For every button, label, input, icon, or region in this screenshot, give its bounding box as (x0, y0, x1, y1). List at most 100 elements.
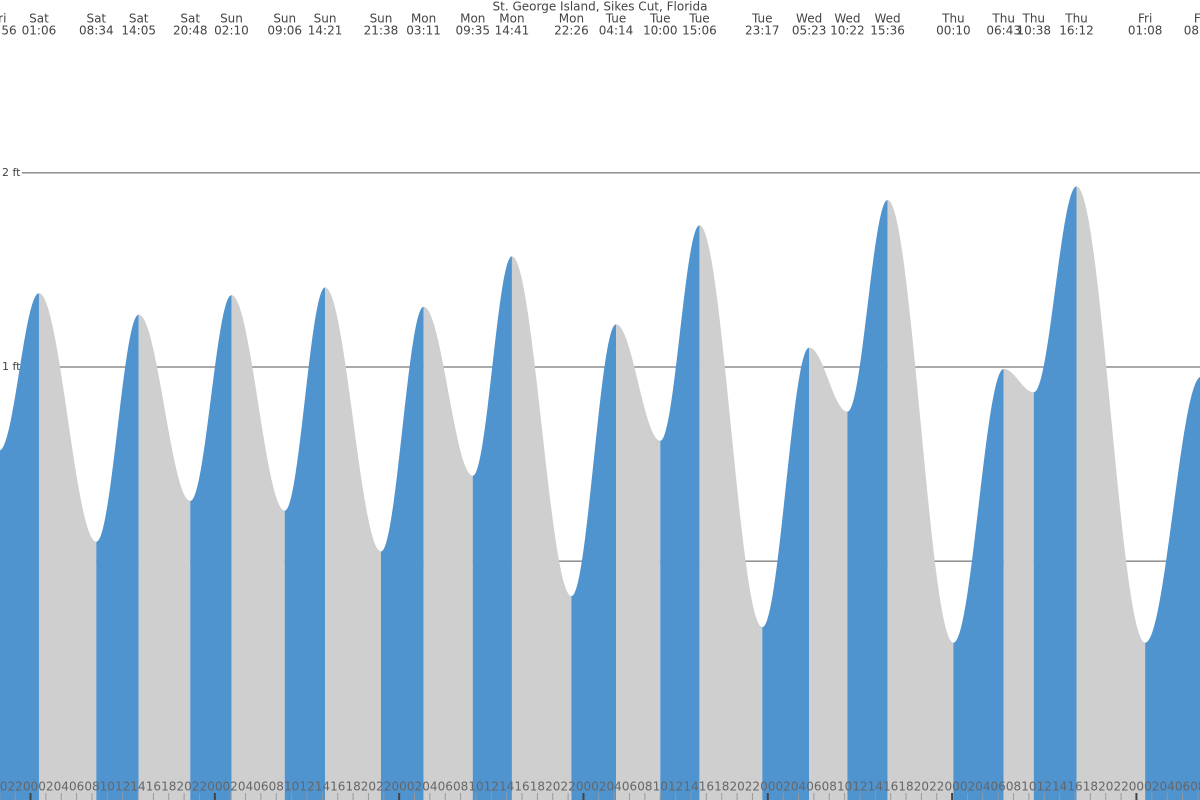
extreme-time: 00:10 (936, 24, 971, 38)
extreme-day: Thu (1064, 12, 1088, 26)
rising-segment (284, 287, 326, 800)
x-tick-label: 20 (545, 780, 560, 794)
falling-segment (231, 295, 285, 800)
falling-segment (138, 314, 191, 800)
extreme-day: Thu (991, 12, 1015, 26)
x-tick-label: 02 (776, 780, 791, 794)
extreme-time: 23:17 (745, 24, 780, 38)
extreme-day: Fri (1194, 12, 1200, 26)
x-tick-label: 14 (499, 780, 514, 794)
x-tick-label: 10 (653, 780, 668, 794)
extreme-day: Tue (649, 12, 671, 26)
x-tick-label: 12 (668, 780, 683, 794)
rising-segment (1033, 186, 1077, 800)
x-tick-label: 22 (929, 780, 944, 794)
x-tick-label: 16 (146, 780, 161, 794)
x-tick-label: 22 (376, 780, 391, 794)
rising-segment (0, 293, 39, 800)
extreme-time: 09:06 (267, 24, 302, 38)
x-tick-label: 06 (253, 780, 268, 794)
x-tick-label: 18 (1083, 780, 1098, 794)
extreme-time: 01:06 (22, 24, 57, 38)
extreme-time: 14:41 (495, 24, 530, 38)
x-tick-label: 10 (284, 780, 299, 794)
x-tick-label: 18 (161, 780, 176, 794)
extreme-day: Fri (0, 12, 6, 26)
x-tick-label: 06 (1175, 780, 1190, 794)
x-tick-label: 06 (438, 780, 453, 794)
x-tick-label: 04 (1160, 780, 1175, 794)
extreme-day: Wed (796, 12, 822, 26)
x-tick-label: 02 (960, 780, 975, 794)
falling-segment (38, 293, 97, 800)
falling-segment (699, 225, 763, 800)
rising-segment (953, 368, 1004, 800)
x-tick-label: 22 (560, 780, 575, 794)
x-tick-label: 14 (868, 780, 883, 794)
rising-segment (847, 200, 888, 800)
x-tick-label: 22 (192, 780, 207, 794)
x-tick-label: 02 (223, 780, 238, 794)
x-tick-label: 22 (745, 780, 760, 794)
x-tick-label: 12 (115, 780, 130, 794)
extreme-time: 01:08 (1128, 24, 1163, 38)
x-tick-label: 10 (1021, 780, 1036, 794)
extreme-time: 05:23 (792, 24, 827, 38)
rising-segment (1145, 377, 1200, 800)
x-tick-label: 00 (23, 780, 38, 794)
x-tick-label: 10 (468, 780, 483, 794)
extreme-day: Mon (411, 12, 436, 26)
x-tick-label: 00 (207, 780, 222, 794)
x-tick-label: 00 (1129, 780, 1144, 794)
x-tick-label: 18 (714, 780, 729, 794)
y-tick-label: 2 ft (2, 166, 21, 179)
x-tick-label: 02 (591, 780, 606, 794)
x-tick-label: 16 (1067, 780, 1082, 794)
x-tick-label: 08 (84, 780, 99, 794)
x-tick-label: 02 (1144, 780, 1159, 794)
rising-segment (571, 324, 616, 800)
extreme-day: Mon (499, 12, 524, 26)
extreme-time: 09:35 (455, 24, 490, 38)
x-tick-label: 14 (1052, 780, 1067, 794)
extreme-day: Wed (875, 12, 901, 26)
extreme-day: Thu (1022, 12, 1046, 26)
x-tick-label: 18 (530, 780, 545, 794)
rising-segment (762, 347, 810, 800)
x-tick-label: 06 (622, 780, 637, 794)
x-tick-label: 20 (176, 780, 191, 794)
falling-segment (809, 347, 848, 800)
extreme-time: 08:34 (79, 24, 114, 38)
x-tick-label: 02 (38, 780, 53, 794)
x-tick-label: 10 (837, 780, 852, 794)
extreme-time: 10:22 (830, 24, 865, 38)
x-tick-label: 18 (345, 780, 360, 794)
extreme-time: 16:12 (1059, 24, 1094, 38)
extreme-time: 02:10 (214, 24, 249, 38)
x-tick-label: 22 (1113, 780, 1128, 794)
x-tick-label: 04 (791, 780, 806, 794)
extreme-day: Sat (29, 12, 49, 26)
chart-title: St. George Island, Sikes Cut, Florida (493, 0, 708, 14)
extreme-day: Sat (86, 12, 106, 26)
extreme-day: Mon (460, 12, 485, 26)
x-tick-label: 16 (699, 780, 714, 794)
extreme-time: 10:00 (643, 24, 678, 38)
x-tick-label: 18 (898, 780, 913, 794)
x-tick-label: 08 (1190, 780, 1200, 794)
x-tick-label: 14 (315, 780, 330, 794)
y-tick-label: 1 ft (2, 360, 21, 373)
x-tick-label: 14 (683, 780, 698, 794)
extreme-time: 20:48 (173, 24, 208, 38)
extreme-time: 19:56 (0, 24, 17, 38)
rising-segment (660, 225, 700, 800)
x-tick-label: 12 (852, 780, 867, 794)
x-tick-label: 08 (453, 780, 468, 794)
x-tick-label: 10 (100, 780, 115, 794)
x-tick-label: 02 (407, 780, 422, 794)
labels: Fri19:56Sat01:06Sat08:34Sat14:05Sat20:48… (0, 12, 1200, 800)
x-tick-label: 08 (269, 780, 284, 794)
x-tick-label: 20 (0, 780, 7, 794)
x-tick-label: 04 (975, 780, 990, 794)
